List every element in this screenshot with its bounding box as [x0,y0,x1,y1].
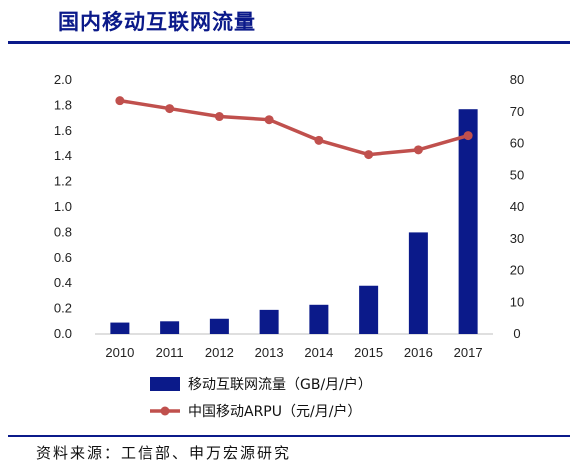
x-axis-tick-label: 2016 [404,345,433,360]
bar [209,318,229,334]
x-axis-tick-label: 2012 [205,345,234,360]
left-axis-ticks: 0.0 0.2 0.4 0.6 0.8 1.0 1.2 1.4 1.6 1.8 2.0 [54,72,72,341]
left-axis-tick-label: 0.8 [54,224,72,239]
legend-swatch-marker [160,406,170,416]
legend-swatch-bar [150,377,180,391]
bar [359,285,379,334]
source-rule [8,435,570,437]
bar [160,321,180,334]
bar [110,322,130,334]
bar-series [110,109,478,335]
x-axis-ticks: 2010 2011 2012 2013 2014 2015 2016 2017 [105,345,482,360]
legend-label-bar: 移动互联网流量（GB/月/户） [188,376,372,393]
left-axis-tick-label: 1.6 [54,123,72,138]
left-axis-tick-label: 0.6 [54,250,72,265]
right-axis-tick-label: 70 [510,104,524,119]
right-axis-tick-label: 20 [510,263,524,278]
line-point [413,145,423,155]
left-axis-tick-label: 1.8 [54,97,72,112]
line-point [314,135,324,145]
left-axis-tick-label: 0.0 [54,326,72,341]
line-point [264,115,274,125]
right-axis-tick-label: 0 [513,326,520,341]
right-axis-tick-label: 40 [510,199,524,214]
bar [259,309,279,334]
left-axis-tick-label: 0.4 [54,275,72,290]
left-axis-tick-label: 0.2 [54,301,72,316]
bar [309,304,329,334]
x-axis-tick-label: 2015 [354,345,383,360]
x-axis-tick-label: 2014 [304,345,333,360]
line-point [214,112,224,122]
right-axis-tick-label: 60 [510,136,524,151]
right-axis-tick-label: 30 [510,231,524,246]
x-axis-tick-label: 2013 [255,345,284,360]
series-line [119,98,469,157]
line-point [115,96,125,106]
legend-label-line: 中国移动ARPU（元/月/户） [188,403,361,420]
x-axis-tick-label: 2017 [454,345,483,360]
line-point [463,131,473,141]
bar [458,109,478,335]
left-axis-tick-label: 1.0 [54,199,72,214]
left-axis-tick-label: 1.2 [54,174,72,189]
title-rule [8,41,570,44]
left-axis-tick-label: 1.4 [54,148,72,163]
line-series [115,96,473,160]
x-axis-tick-label: 2010 [105,345,134,360]
right-axis-tick-label: 10 [510,294,524,309]
left-axis-tick-label: 2.0 [54,72,72,87]
line-point [165,104,175,114]
line-point [364,150,374,160]
x-axis-tick-label: 2011 [156,345,184,360]
page-title: 国内移动互联网流量 [58,9,256,34]
right-axis-tick-label: 80 [510,72,524,87]
source-note: 资料来源：工信部、申万宏源研究 [36,444,292,462]
legend: 移动互联网流量（GB/月/户） 中国移动ARPU（元/月/户） [150,376,372,420]
bar [408,232,428,334]
right-axis-tick-label: 50 [510,167,524,182]
right-axis-ticks: 0 10 20 30 40 50 60 70 80 [510,72,524,341]
